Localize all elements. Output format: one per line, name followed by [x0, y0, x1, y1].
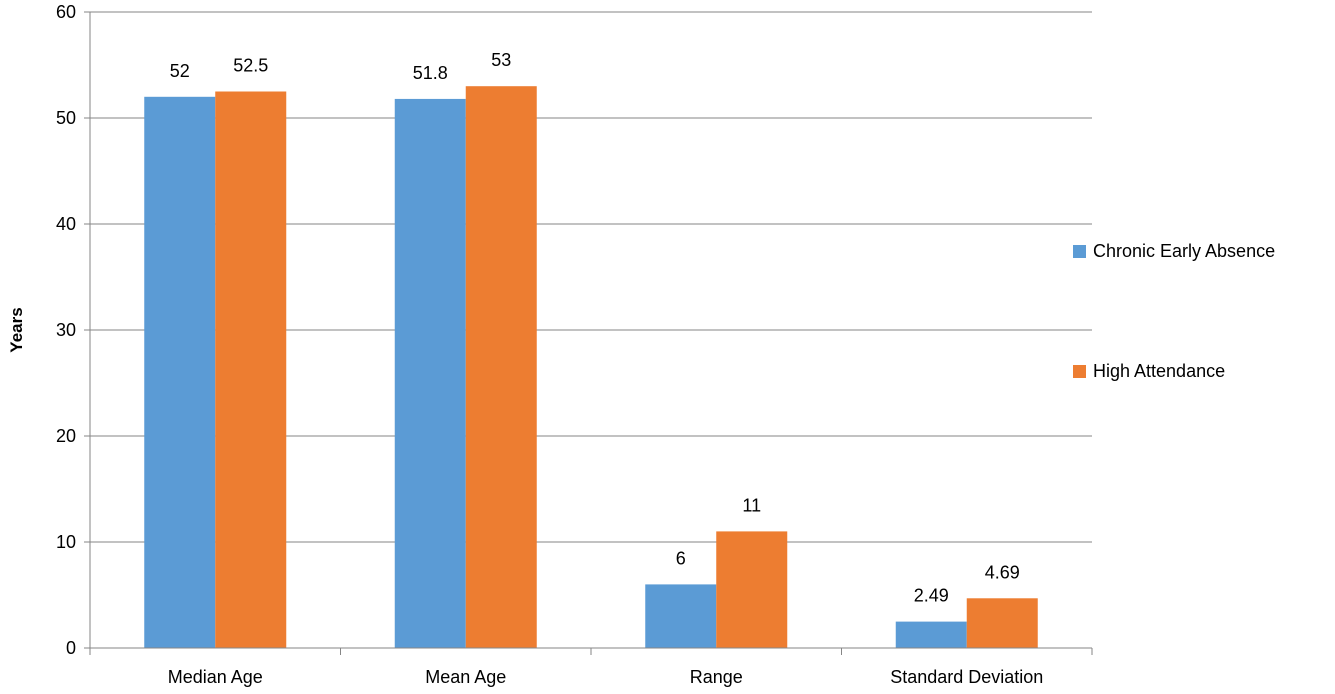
data-label: 2.49: [914, 586, 949, 606]
y-tick-labels: 0 10 20 30 40 50 60: [56, 2, 90, 658]
bar: [465, 86, 537, 648]
data-label: 52: [170, 61, 190, 81]
bar: [895, 621, 967, 648]
legend-label: High Attendance: [1093, 361, 1225, 381]
bar: [215, 91, 287, 648]
x-tick-label: Range: [690, 667, 743, 687]
x-tick-label: Mean Age: [425, 667, 506, 687]
y-axis-label: Years: [7, 307, 26, 352]
y-tick-label: 20: [56, 426, 76, 446]
data-label: 52.5: [233, 56, 268, 76]
y-tick-label: 50: [56, 108, 76, 128]
data-label: 51.8: [413, 63, 448, 83]
legend: Chronic Early Absence High Attendance: [1073, 241, 1275, 381]
x-tick-label: Standard Deviation: [890, 667, 1043, 687]
data-label: 53: [491, 50, 511, 70]
data-label: 4.69: [985, 562, 1020, 582]
bar: [716, 531, 788, 648]
bars: [144, 86, 1038, 649]
y-tick-label: 10: [56, 532, 76, 552]
y-tick-label: 0: [66, 638, 76, 658]
legend-swatch: [1073, 245, 1086, 258]
y-tick-label: 30: [56, 320, 76, 340]
data-labels: 52 52.5 51.8 53 6 11 2.49 4.69: [170, 50, 1020, 605]
bar: [645, 584, 717, 648]
x-tick-label: Median Age: [168, 667, 263, 687]
data-label: 11: [742, 495, 761, 515]
x-tick-labels: Median Age Mean Age Range Standard Deviatio…: [89, 648, 1093, 687]
y-tick-label: 40: [56, 214, 76, 234]
bar: [966, 598, 1038, 648]
legend-swatch: [1073, 365, 1086, 378]
bar: [394, 98, 466, 649]
y-tick-label: 60: [56, 2, 76, 22]
bar: [144, 96, 216, 649]
legend-label: Chronic Early Absence: [1093, 241, 1275, 261]
data-label: 6: [676, 548, 686, 568]
